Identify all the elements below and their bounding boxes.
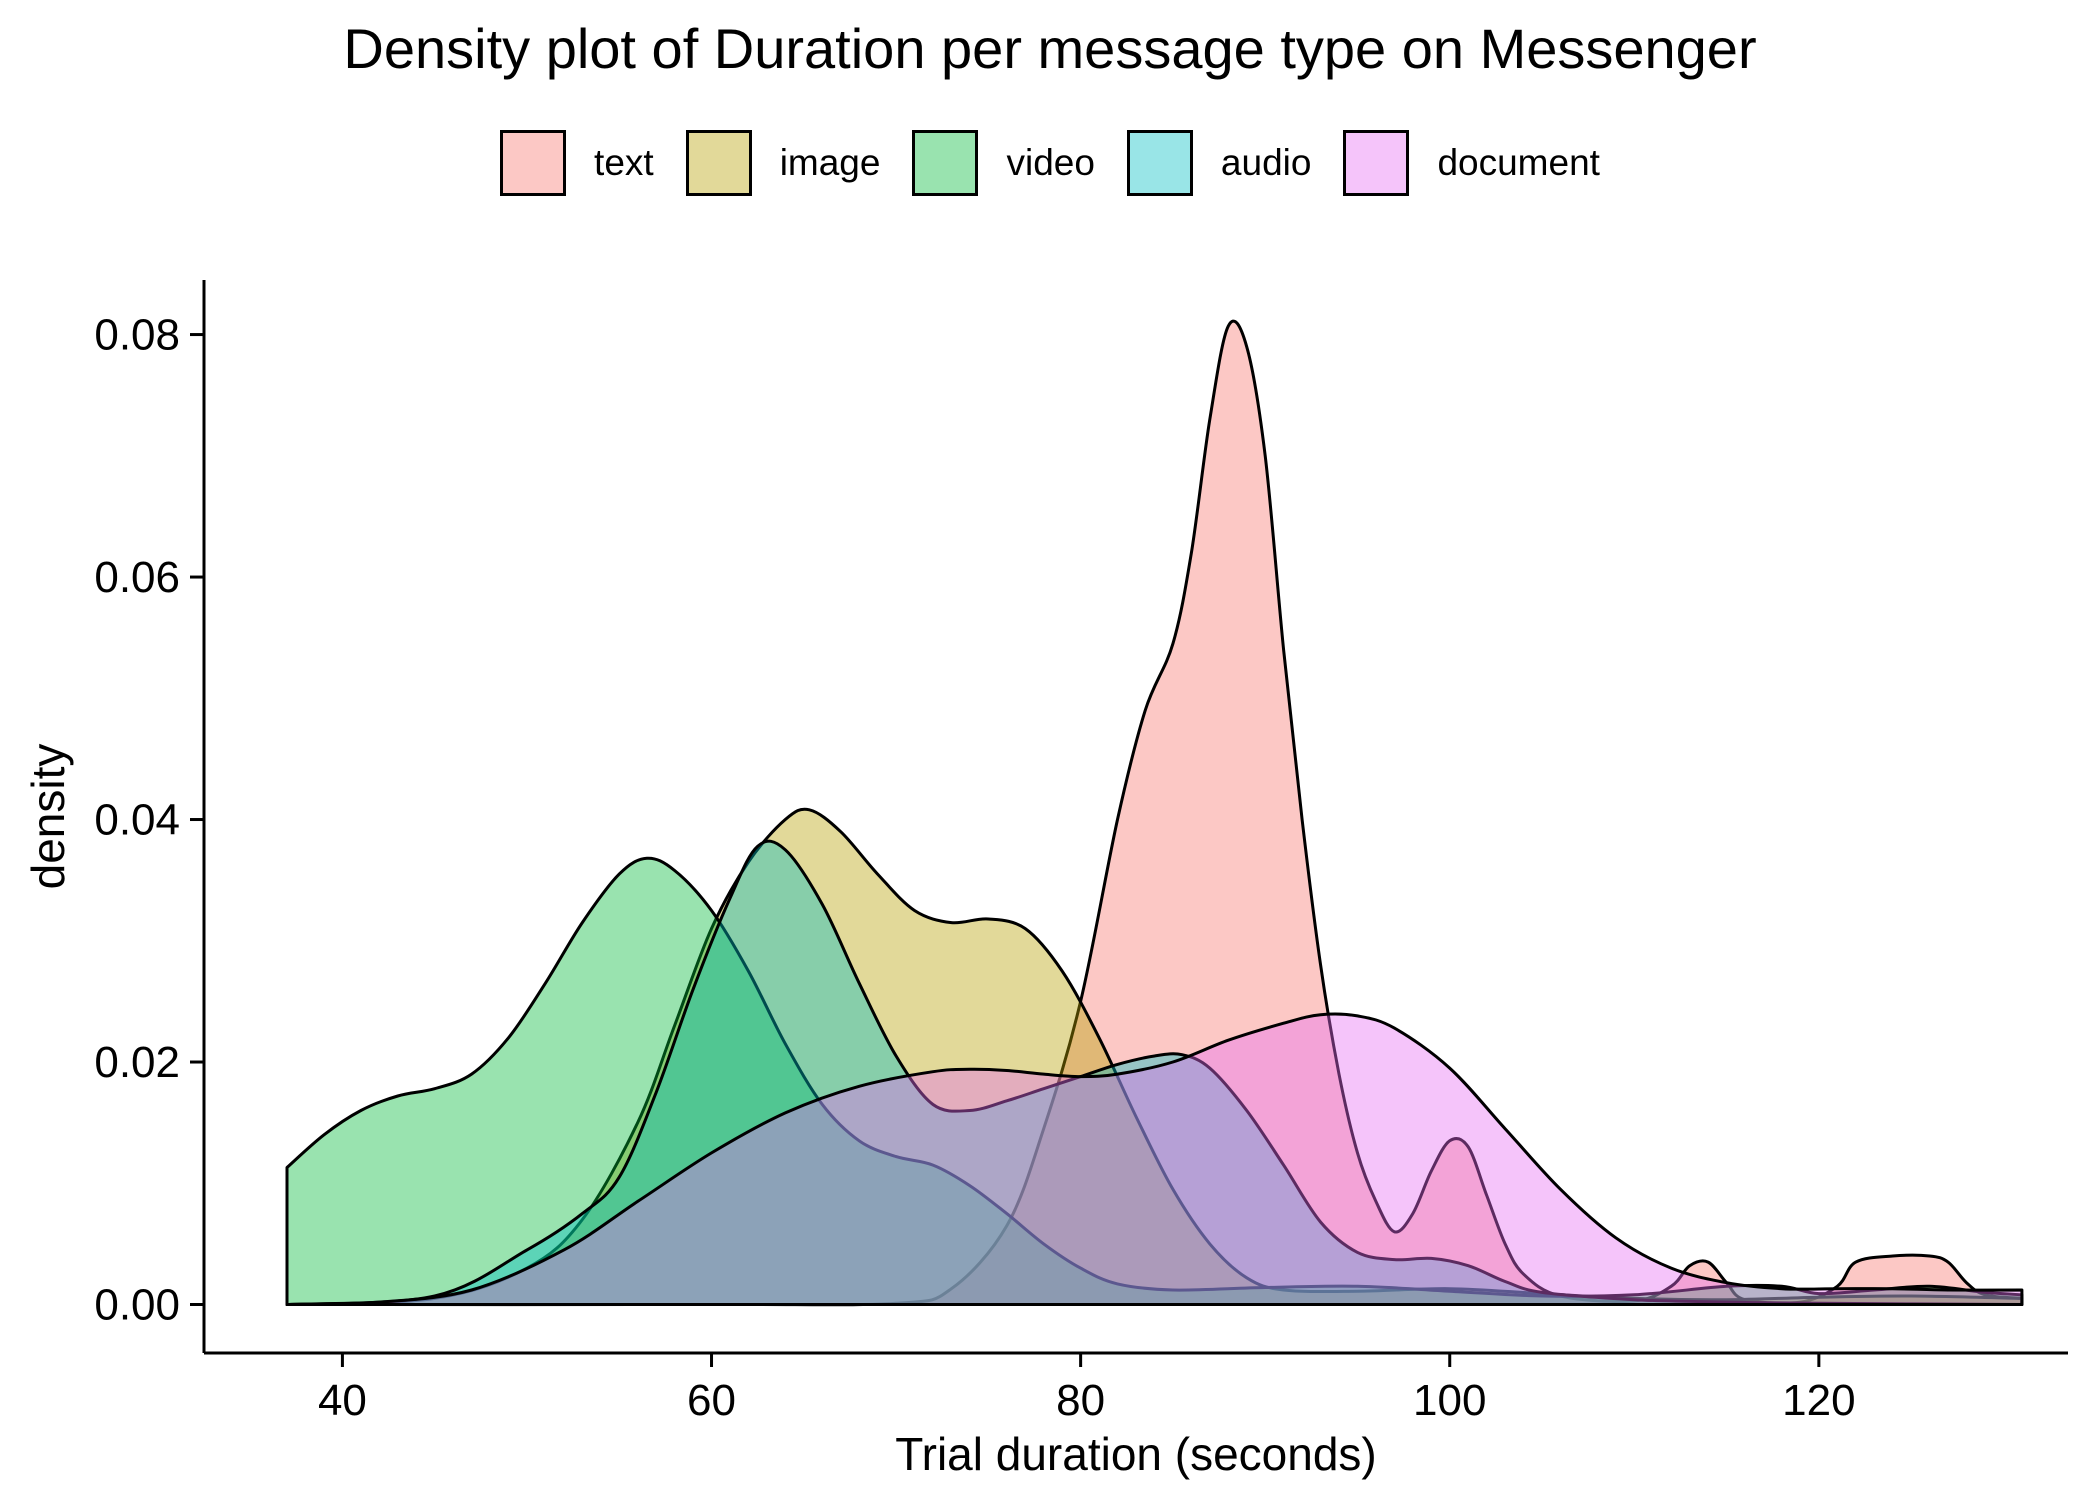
legend-key-text <box>500 130 567 196</box>
legend-item-image: image <box>685 130 881 196</box>
legend-label-video: video <box>1006 142 1095 183</box>
y-tick-label: 0.02 <box>94 1038 180 1087</box>
legend-key-document <box>1343 130 1410 196</box>
x-tick-label: 100 <box>1413 1376 1486 1425</box>
y-tick-label: 0.04 <box>94 796 180 845</box>
y-tick-label: 0.08 <box>94 311 180 360</box>
x-tick-label: 80 <box>1056 1376 1105 1425</box>
density-area-audio <box>285 839 2024 1306</box>
x-axis-ticks: 40 60 80 100 120 <box>318 1353 1856 1425</box>
density-area-video <box>285 856 2024 1306</box>
legend-label-audio: audio <box>1220 142 1312 183</box>
y-axis-title: density <box>22 744 74 890</box>
legend-item-text: text <box>500 130 654 196</box>
legend-item-document: document <box>1343 130 1600 196</box>
x-tick-label: 120 <box>1782 1376 1855 1425</box>
chart-title: Density plot of Duration per message typ… <box>343 17 1757 80</box>
legend-key-image <box>685 130 752 196</box>
legend: text image video audio document <box>0 130 2100 196</box>
legend-label-image: image <box>779 142 881 183</box>
density-areas <box>285 319 2024 1307</box>
y-tick-label: 0.06 <box>94 553 180 602</box>
x-tick-label: 60 <box>687 1376 736 1425</box>
legend-label-document: document <box>1437 142 1600 183</box>
y-axis-ticks: 0.00 0.02 0.04 0.06 0.08 <box>94 311 204 1330</box>
y-tick-label: 0.00 <box>94 1281 180 1330</box>
x-tick-label: 40 <box>318 1376 367 1425</box>
legend-item-video: video <box>912 130 1095 196</box>
x-axis-title: Trial duration (seconds) <box>895 1428 1377 1480</box>
legend-label-text: text <box>594 142 654 183</box>
legend-item-audio: audio <box>1126 130 1312 196</box>
legend-key-audio <box>1126 130 1193 196</box>
legend-key-video <box>912 130 979 196</box>
density-area-document <box>285 1012 2024 1306</box>
